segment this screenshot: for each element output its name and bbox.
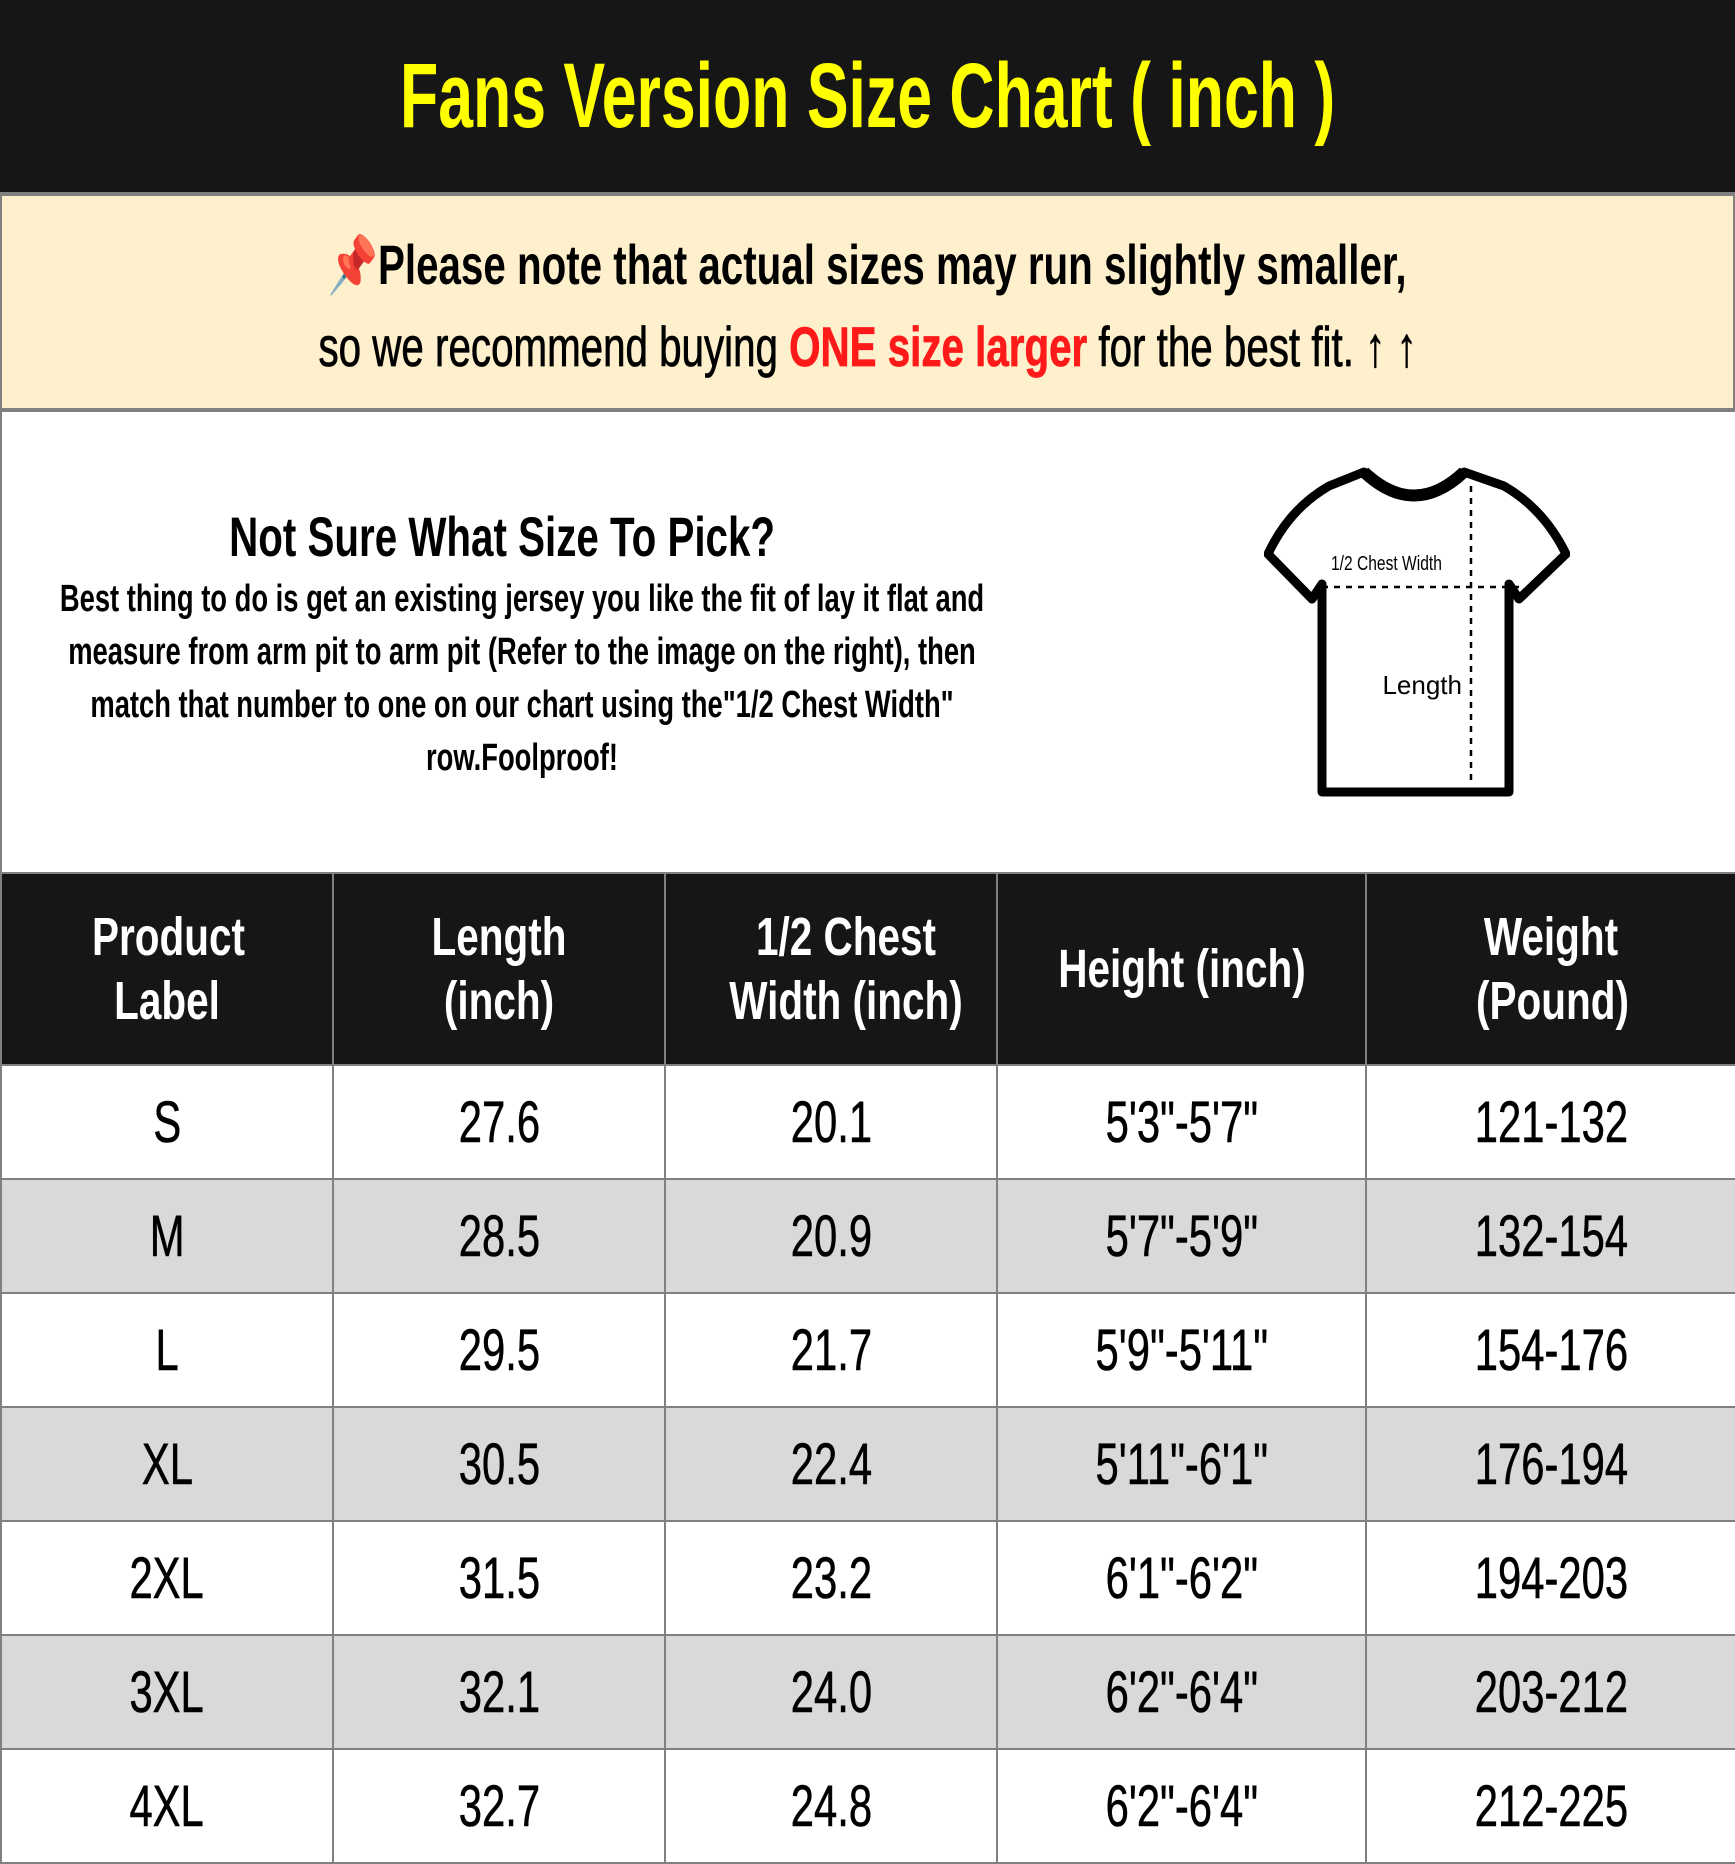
cell-chest: 22.4: [664, 1406, 998, 1522]
length-label: Length: [1382, 670, 1462, 700]
cell-weight: 203-212: [1365, 1634, 1735, 1750]
cell-height: 6'1"-6'2": [996, 1520, 1367, 1636]
cell-height: 5'11"-6'1": [996, 1406, 1367, 1522]
cell-chest: 20.9: [664, 1178, 998, 1294]
cell-size: L: [0, 1292, 334, 1408]
header-height: Height (inch): [996, 872, 1367, 1066]
guide-body: Best thing to do is get an existing jers…: [59, 578, 985, 779]
note-line-2-pre: so we recommend buying: [318, 315, 790, 379]
cell-height: 5'3"-5'7": [996, 1064, 1367, 1180]
table-row: 2XL 31.5 23.2 6'1"-6'2" 194-203: [0, 1520, 1735, 1636]
page-title: Fans Version Size Chart ( inch ): [399, 44, 1336, 147]
table-row: 3XL 32.1 24.0 6'2"-6'4" 203-212: [0, 1634, 1735, 1750]
cell-length: 31.5: [332, 1520, 666, 1636]
cell-height: 6'2"-6'4": [996, 1748, 1367, 1864]
cell-chest: 24.8: [664, 1748, 998, 1864]
up-arrows-icon: ↑ ↑: [1365, 315, 1417, 379]
tshirt-diagram-icon: 1/2 Chest Width Length: [1264, 467, 1570, 797]
note-line-2-post: for the best fit.: [1087, 315, 1354, 379]
cell-length: 28.5: [332, 1178, 666, 1294]
header-length: Length (inch): [332, 872, 666, 1066]
header-weight: Weight (Pound): [1365, 872, 1735, 1066]
cell-chest: 21.7: [664, 1292, 998, 1408]
cell-chest: 20.1: [664, 1064, 998, 1180]
cell-length: 29.5: [332, 1292, 666, 1408]
guide-heading: Not Sure What Size To Pick?: [229, 505, 775, 568]
table-row: L 29.5 21.7 5'9"-5'11" 154-176: [0, 1292, 1735, 1408]
cell-weight: 121-132: [1365, 1064, 1735, 1180]
chest-label: 1/2 Chest Width: [1331, 552, 1442, 574]
note-line-1: Please note that actual sizes may run sl…: [378, 233, 1407, 296]
table-row: S 27.6 20.1 5'3"-5'7" 121-132: [0, 1064, 1735, 1180]
title-banner: Fans Version Size Chart ( inch ): [0, 0, 1735, 192]
cell-height: 6'2"-6'4": [996, 1634, 1367, 1750]
header-chest: 1/2 Chest Width (inch): [664, 872, 998, 1066]
cell-size: 4XL: [0, 1748, 334, 1864]
note-highlight: ONE size larger: [789, 315, 1088, 379]
cell-height: 5'9"-5'11": [996, 1292, 1367, 1408]
cell-weight: 212-225: [1365, 1748, 1735, 1864]
pushpin-icon: 📌: [328, 233, 379, 296]
cell-weight: 194-203: [1365, 1520, 1735, 1636]
cell-height: 5'7"-5'9": [996, 1178, 1367, 1294]
cell-chest: 24.0: [664, 1634, 998, 1750]
cell-size: M: [0, 1178, 334, 1294]
cell-weight: 176-194: [1365, 1406, 1735, 1522]
cell-chest: 23.2: [664, 1520, 998, 1636]
cell-length: 32.7: [332, 1748, 666, 1864]
cell-length: 30.5: [332, 1406, 666, 1522]
cell-length: 32.1: [332, 1634, 666, 1750]
size-table: Product Label Length (inch) 1/2 Chest Wi…: [0, 872, 1735, 1864]
cell-weight: 154-176: [1365, 1292, 1735, 1408]
table-row: 4XL 32.7 24.8 6'2"-6'4" 212-225: [0, 1748, 1735, 1864]
table-row: XL 30.5 22.4 5'11"-6'1" 176-194: [0, 1406, 1735, 1522]
cell-size: 3XL: [0, 1634, 334, 1750]
table-header-row: Product Label Length (inch) 1/2 Chest Wi…: [0, 872, 1735, 1066]
cell-size: XL: [0, 1406, 334, 1522]
cell-size: 2XL: [0, 1520, 334, 1636]
cell-size: S: [0, 1064, 334, 1180]
measure-guide: Not Sure What Size To Pick? Best thing t…: [0, 412, 1735, 872]
header-product-label: Product Label: [0, 872, 334, 1066]
size-note: 📌Please note that actual sizes may run s…: [0, 192, 1735, 412]
cell-weight: 132-154: [1365, 1178, 1735, 1294]
table-row: M 28.5 20.9 5'7"-5'9" 132-154: [0, 1178, 1735, 1294]
cell-length: 27.6: [332, 1064, 666, 1180]
